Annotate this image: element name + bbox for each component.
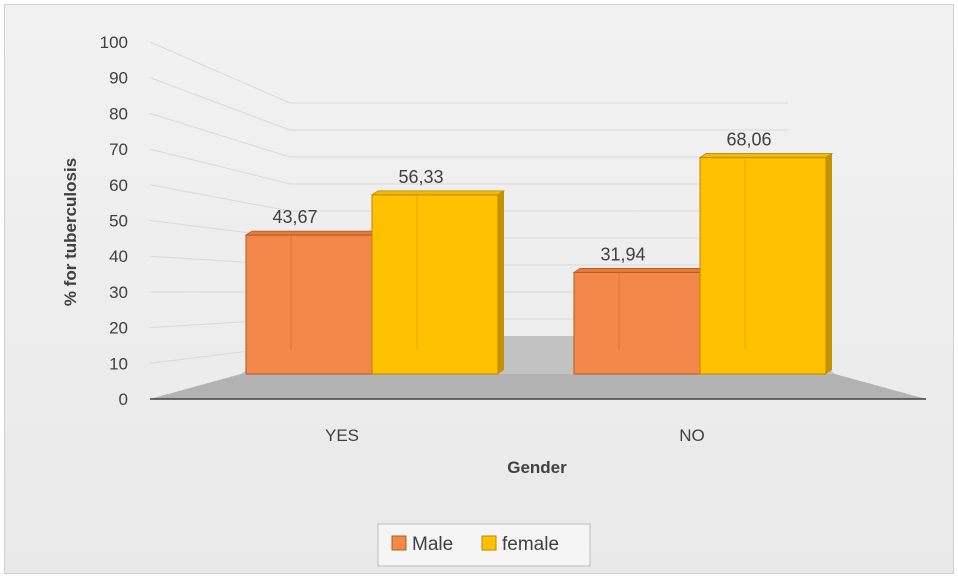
x-axis-title: Gender (507, 458, 567, 477)
bar (699, 157, 827, 375)
legend-swatch-female (481, 535, 497, 551)
legend-swatch-male (391, 535, 407, 551)
gridline (149, 112, 788, 158)
y-tick-label: 10 (109, 354, 128, 373)
x-tick-label: NO (679, 426, 705, 445)
bar (573, 271, 701, 375)
x-tick-label: YES (325, 426, 359, 445)
gridline (149, 41, 788, 104)
y-tick-label: 20 (109, 319, 128, 338)
legend-label-female: female (502, 534, 559, 555)
y-axis-title: % for tuberculosis (61, 158, 80, 306)
bars (244, 153, 834, 375)
bar (245, 234, 373, 375)
y-tick-label: 50 (109, 212, 128, 231)
bar-top (698, 153, 834, 158)
data-label: 31,94 (600, 244, 645, 264)
y-tick-label: 100 (100, 33, 128, 52)
bar-top (572, 268, 708, 273)
x-axis-ticks: YES NO (325, 426, 705, 445)
y-tick-label: 80 (109, 104, 128, 123)
y-tick-label: 0 (119, 390, 128, 409)
y-tick-label: 40 (109, 247, 128, 266)
y-tick-label: 90 (109, 69, 128, 88)
gridline (149, 184, 788, 212)
y-tick-label: 30 (109, 283, 128, 302)
legend-label-male: Male (412, 534, 453, 555)
data-label: 43,67 (272, 207, 317, 227)
bar-side (498, 190, 504, 374)
data-label: 56,33 (398, 167, 443, 187)
bar-side (826, 153, 832, 374)
legend: Male female (377, 523, 591, 567)
bar (371, 194, 499, 375)
gridline (149, 148, 788, 185)
data-label: 68,06 (726, 130, 771, 150)
data-labels: 43,67 56,33 31,94 68,06 (272, 130, 771, 265)
bar-top (244, 230, 380, 236)
y-tick-label: 60 (109, 176, 128, 195)
y-axis-ticks: 0 10 20 30 40 50 60 70 80 90 100 (100, 33, 128, 409)
bar-top (370, 190, 506, 196)
gridline (149, 77, 788, 131)
y-tick-label: 70 (109, 140, 128, 159)
floor-surface (150, 374, 926, 399)
